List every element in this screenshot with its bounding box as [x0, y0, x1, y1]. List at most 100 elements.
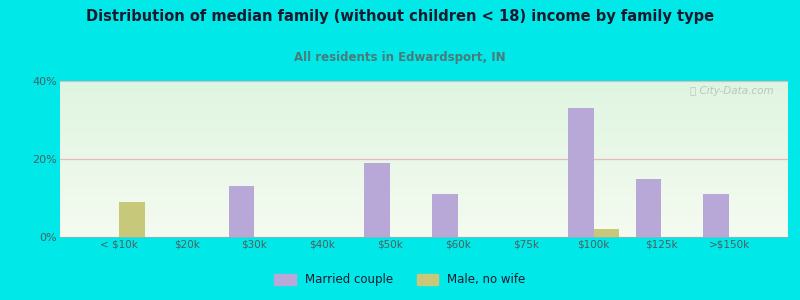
Bar	[60, 220, 788, 221]
Bar	[60, 203, 788, 204]
Bar	[60, 208, 788, 209]
Bar	[60, 210, 788, 211]
Bar	[60, 205, 788, 206]
Bar	[60, 100, 788, 101]
Bar	[60, 206, 788, 207]
Bar	[60, 229, 788, 230]
Bar	[60, 83, 788, 84]
Bar	[60, 219, 788, 220]
Bar	[60, 112, 788, 113]
Bar	[60, 130, 788, 131]
Bar	[60, 154, 788, 155]
Bar	[60, 118, 788, 119]
Bar	[60, 89, 788, 90]
Bar	[60, 93, 788, 94]
Bar	[60, 158, 788, 159]
Bar	[60, 160, 788, 161]
Bar	[60, 174, 788, 175]
Bar	[60, 218, 788, 219]
Bar	[60, 117, 788, 118]
Bar	[60, 233, 788, 234]
Bar	[60, 153, 788, 154]
Bar	[60, 231, 788, 232]
Bar	[60, 81, 788, 82]
Bar	[60, 191, 788, 192]
Bar	[60, 213, 788, 214]
Bar	[60, 236, 788, 237]
Bar	[60, 184, 788, 185]
Bar	[60, 164, 788, 165]
Bar	[60, 198, 788, 199]
Bar	[703, 194, 729, 237]
Bar	[60, 178, 788, 179]
Bar	[60, 152, 788, 153]
Bar	[60, 215, 788, 216]
Bar	[60, 146, 788, 147]
Bar	[60, 234, 788, 235]
Bar	[60, 128, 788, 129]
Bar	[60, 116, 788, 117]
Bar	[60, 168, 788, 169]
Bar	[60, 202, 788, 203]
Bar	[60, 94, 788, 95]
Bar	[60, 194, 788, 195]
Bar	[60, 129, 788, 130]
Bar	[60, 159, 788, 160]
Bar	[60, 100, 788, 101]
Bar	[60, 155, 788, 156]
Bar	[60, 162, 788, 163]
Bar	[60, 110, 788, 111]
Bar	[60, 172, 788, 173]
Bar	[60, 185, 788, 186]
Bar	[60, 193, 788, 194]
Bar	[60, 204, 788, 205]
Bar	[60, 200, 788, 201]
Bar	[60, 192, 788, 193]
Bar	[60, 151, 788, 152]
Bar	[60, 123, 788, 124]
Bar	[60, 88, 788, 89]
Bar	[60, 85, 788, 86]
Bar	[60, 228, 788, 229]
Bar	[60, 232, 788, 233]
Bar	[60, 132, 788, 133]
Bar	[60, 91, 788, 92]
Bar	[60, 108, 788, 109]
Bar	[60, 182, 788, 183]
Bar	[60, 140, 788, 141]
Bar	[60, 113, 788, 114]
Bar	[60, 84, 788, 85]
Bar	[60, 139, 788, 140]
Bar	[60, 207, 788, 208]
Bar	[60, 114, 788, 115]
Legend: Married couple, Male, no wife: Married couple, Male, no wife	[270, 269, 530, 291]
Bar	[60, 122, 788, 123]
Bar	[60, 156, 788, 157]
Bar	[60, 99, 788, 100]
Bar	[60, 111, 788, 112]
Bar	[60, 137, 788, 138]
Bar	[60, 183, 788, 184]
Bar	[60, 190, 788, 191]
Bar	[60, 223, 788, 224]
Bar	[60, 150, 788, 151]
Bar	[60, 86, 788, 87]
Bar	[60, 211, 788, 212]
Bar	[60, 142, 788, 143]
Bar	[60, 118, 788, 119]
Bar	[60, 157, 788, 158]
Bar	[60, 124, 788, 125]
Bar	[60, 104, 788, 105]
Bar	[60, 136, 788, 137]
Bar	[60, 144, 788, 145]
Bar	[568, 108, 594, 237]
Bar	[60, 96, 788, 97]
Bar	[60, 115, 788, 116]
Bar	[60, 199, 788, 200]
Bar	[60, 188, 788, 189]
Bar	[60, 225, 788, 226]
Bar	[60, 167, 788, 168]
Bar	[60, 90, 788, 91]
Bar	[60, 181, 788, 182]
Bar	[60, 195, 788, 196]
